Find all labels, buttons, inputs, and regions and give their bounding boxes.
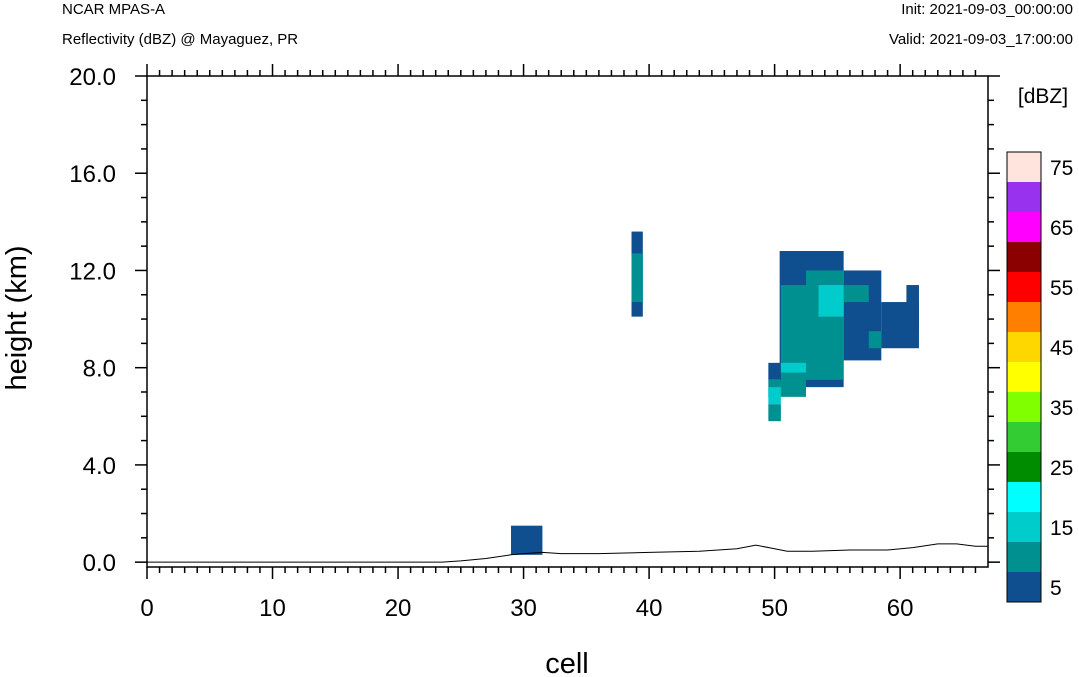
colorbar-tick-label: 55 [1050,277,1073,300]
colorbar-swatch [1007,302,1041,332]
y-tick-label: 4.0 [83,453,116,480]
plot-frame [146,75,989,568]
reflectivity-cells [511,231,919,555]
y-tick-labels: 0.0 4.0 8.0 12.0 16.0 20.0 [69,64,116,577]
terrain-outline [147,543,988,563]
init-time: Init: 2021-09-03_00:00:00 [901,1,1073,18]
reflectivity-cell [906,285,919,332]
y-tick-label: 8.0 [83,356,116,383]
reflectivity-cell [768,362,781,380]
reflectivity-cell [780,362,806,373]
reflectivity-cell [843,285,869,303]
reflectivity-cell [868,331,882,349]
colorbar-swatch [1007,242,1041,272]
x-tick-label: 30 [510,595,537,622]
colorbar-tick-label: 5 [1050,577,1062,600]
y-tick-label: 20.0 [69,64,116,91]
colorbar-swatch [1007,332,1041,362]
y-axis-title: height (km) [1,245,33,390]
colorbar-swatch [1007,392,1041,422]
y-tick-label: 16.0 [69,161,116,188]
x-tick-label: 50 [761,595,788,622]
x-tick-label: 60 [887,595,914,622]
colorbar-swatch [1007,572,1041,602]
colorbar-swatch [1007,512,1041,542]
colorbar-tick-label: 35 [1050,397,1073,420]
colorbar-tick-label: 65 [1050,217,1073,240]
colorbar-tick-label: 25 [1050,457,1073,480]
model-name: NCAR MPAS-A [62,1,166,18]
axis-ticks [135,64,1000,579]
reflectivity-cell [818,285,844,317]
colorbar-swatch [1007,362,1041,392]
colorbar-swatch [1007,212,1041,242]
x-tick-label: 20 [385,595,412,622]
x-tick-label: 10 [259,595,286,622]
colorbar-swatch [1007,182,1041,212]
valid-time: Valid: 2021-09-03_17:00:00 [888,31,1073,48]
reflectivity-cell [768,387,781,405]
reflectivity-cell [511,525,543,555]
x-axis-title: cell [545,648,589,677]
y-tick-label: 12.0 [69,258,116,285]
colorbar-swatch [1007,452,1041,482]
reflectivity-cell [768,404,781,422]
field-description: Reflectivity (dBZ) @ Mayaguez, PR [62,31,299,48]
colorbar-frame [1006,151,1042,603]
colorbar-swatch [1007,152,1041,182]
colorbar-tick-labels: 5 15 25 35 45 55 65 75 [1050,157,1073,600]
colorbar-swatch [1007,272,1041,302]
x-tick-labels: 0 10 20 30 40 50 60 [140,595,913,622]
colorbar-tick-label: 45 [1050,337,1073,360]
terrain-line [147,543,988,563]
colorbar [1006,151,1042,603]
reflectivity-cell [631,253,643,303]
colorbar-swatch [1007,482,1041,512]
colorbar-swatch [1007,542,1041,572]
colorbar-tick-label: 75 [1050,157,1073,180]
x-tick-label: 40 [636,595,663,622]
colorbar-swatch [1007,422,1041,452]
y-tick-label: 0.0 [83,550,116,577]
colorbar-unit-label: [dBZ] [1018,85,1068,108]
x-tick-label: 0 [140,595,153,622]
colorbar-tick-label: 15 [1050,517,1073,540]
